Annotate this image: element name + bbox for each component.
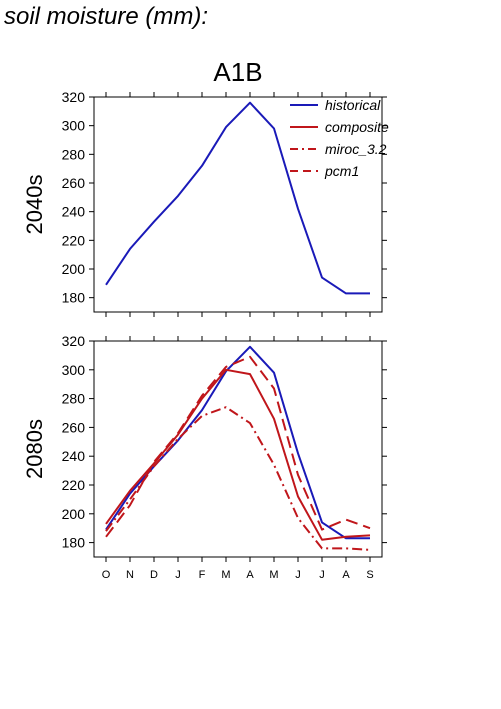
data-point-historical	[129, 248, 131, 250]
data-point-miroc_3.2	[105, 530, 107, 532]
y-axis-label: 2040s	[22, 175, 47, 235]
x-tick-label: J	[175, 569, 181, 581]
data-point-miroc_3.2	[225, 406, 227, 408]
y-axis-label: 2080s	[22, 419, 47, 479]
data-point-historical	[201, 165, 203, 167]
y-tick-label: 240	[62, 204, 86, 220]
legend-label: pcm1	[324, 163, 359, 179]
plot-frame	[93, 96, 383, 313]
data-point-pcm1	[225, 366, 227, 368]
data-point-miroc_3.2	[129, 498, 131, 500]
data-point-composite	[297, 496, 299, 498]
y-tick-label: 320	[62, 89, 86, 105]
x-tick-label: S	[366, 569, 373, 581]
data-point-historical	[369, 292, 371, 294]
legend-label: composite	[325, 119, 389, 135]
data-point-historical	[153, 221, 155, 223]
x-tick-label: D	[150, 569, 158, 581]
y-tick-label: 280	[62, 146, 86, 162]
data-point-miroc_3.2	[297, 517, 299, 519]
series-line-historical	[105, 345, 370, 540]
y-tick-label: 320	[62, 333, 86, 349]
data-point-historical	[105, 284, 107, 286]
y-tick-label: 280	[62, 391, 86, 407]
x-tick-label: M	[221, 569, 230, 581]
data-point-pcm1	[153, 461, 155, 463]
x-tick-label: J	[295, 569, 301, 581]
y-tick-label: 220	[62, 232, 86, 248]
data-point-historical	[273, 372, 275, 374]
data-point-historical	[177, 195, 179, 197]
data-point-miroc_3.2	[177, 438, 179, 440]
data-point-composite	[345, 536, 347, 538]
data-point-miroc_3.2	[345, 547, 347, 549]
data-point-composite	[105, 523, 107, 525]
data-point-historical	[225, 126, 227, 128]
y-tick-label: 260	[62, 175, 86, 191]
series-line-composite	[105, 368, 371, 541]
data-point-composite	[273, 418, 275, 420]
y-tick-label: 300	[62, 362, 86, 378]
legend-label: miroc_3.2	[325, 141, 387, 157]
data-point-historical	[345, 292, 347, 294]
data-point-miroc_3.2	[321, 547, 323, 549]
data-point-miroc_3.2	[201, 415, 203, 417]
data-point-historical	[297, 452, 299, 454]
data-point-pcm1	[249, 356, 251, 358]
data-point-composite	[369, 534, 371, 536]
y-tick-label: 220	[62, 477, 86, 493]
x-tick-label: O	[102, 569, 111, 581]
y-tick-label: 240	[62, 448, 86, 464]
data-point-miroc_3.2	[273, 464, 275, 466]
x-tick-label: M	[269, 569, 278, 581]
series-line-historical	[105, 101, 370, 295]
data-point-historical	[273, 128, 275, 130]
y-tick-label: 180	[62, 535, 86, 551]
data-point-historical	[321, 277, 323, 279]
data-point-miroc_3.2	[249, 422, 251, 424]
x-tick-label: N	[126, 569, 134, 581]
data-point-pcm1	[297, 474, 299, 476]
data-point-historical	[249, 102, 251, 104]
x-tick-label: J	[319, 569, 325, 581]
data-point-historical	[369, 537, 371, 539]
x-tick-label: A	[342, 569, 350, 581]
data-point-pcm1	[273, 388, 275, 390]
data-point-historical	[201, 409, 203, 411]
data-point-pcm1	[177, 432, 179, 434]
y-tick-label: 180	[62, 290, 86, 306]
y-tick-label: 200	[62, 506, 86, 522]
legend-label: historical	[325, 97, 381, 113]
data-point-historical	[321, 521, 323, 523]
y-tick-label: 260	[62, 419, 86, 435]
data-point-composite	[249, 373, 251, 375]
data-point-miroc_3.2	[369, 549, 371, 551]
plot-frame	[93, 340, 383, 558]
data-point-pcm1	[105, 536, 107, 538]
x-tick-label: F	[199, 569, 206, 581]
y-tick-label: 200	[62, 261, 86, 277]
series-line-pcm1	[105, 355, 371, 538]
data-point-pcm1	[345, 519, 347, 521]
data-point-miroc_3.2	[153, 465, 155, 467]
data-point-historical	[297, 208, 299, 210]
data-point-pcm1	[321, 529, 323, 531]
data-point-pcm1	[129, 504, 131, 506]
data-point-composite	[129, 490, 131, 492]
x-tick-label: A	[246, 569, 254, 581]
page-title: soil moisture (mm):	[4, 3, 209, 30]
data-point-pcm1	[201, 395, 203, 397]
data-point-composite	[321, 539, 323, 541]
panel-title: A1B	[213, 57, 262, 87]
data-point-historical	[249, 346, 251, 348]
y-tick-label: 300	[62, 118, 86, 134]
data-point-pcm1	[369, 527, 371, 529]
